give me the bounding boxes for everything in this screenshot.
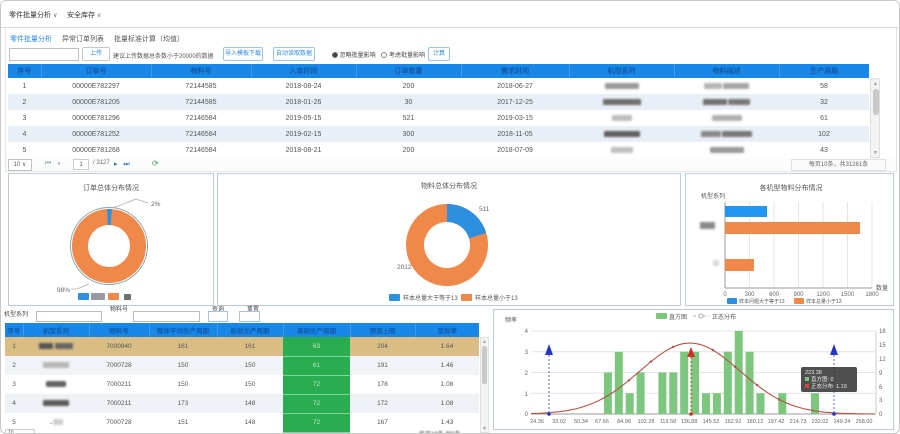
svg-text:直方图: 0: 直方图: 0 bbox=[811, 375, 834, 383]
svg-text:9: 9 bbox=[879, 371, 883, 377]
svg-text:6: 6 bbox=[879, 385, 883, 391]
svg-text:机型系列: 机型系列 bbox=[701, 192, 725, 200]
svg-text:197.42: 197.42 bbox=[768, 419, 785, 425]
svg-text:12: 12 bbox=[879, 357, 886, 363]
svg-text:2%: 2% bbox=[151, 201, 161, 208]
svg-text:102.28: 102.28 bbox=[638, 419, 655, 425]
svg-text:600: 600 bbox=[769, 292, 780, 298]
svg-text:232.02: 232.02 bbox=[812, 419, 829, 425]
svg-text:67.66: 67.66 bbox=[595, 419, 609, 425]
svg-text:2: 2 bbox=[525, 371, 529, 377]
svg-text:0: 0 bbox=[525, 412, 529, 418]
svg-text:223.38: 223.38 bbox=[805, 370, 822, 376]
svg-text:正态分布: 1.19: 正态分布: 1.19 bbox=[811, 382, 847, 390]
svg-text:145.52: 145.52 bbox=[703, 419, 720, 425]
svg-text:3: 3 bbox=[879, 398, 883, 404]
svg-text:119.58: 119.58 bbox=[660, 419, 676, 425]
svg-text:98%: 98% bbox=[57, 287, 70, 294]
svg-text:样本问题大于等于13: 样本问题大于等于13 bbox=[739, 298, 785, 305]
svg-text:正态分布: 正态分布 bbox=[712, 313, 736, 321]
svg-text:300: 300 bbox=[744, 292, 755, 298]
svg-text:162.92: 162.92 bbox=[725, 419, 742, 425]
svg-text:样本总量小于13: 样本总量小于13 bbox=[475, 294, 518, 302]
svg-text:24.36: 24.36 bbox=[530, 419, 544, 425]
svg-text:3: 3 bbox=[525, 350, 529, 356]
svg-text:物料总体分布情况: 物料总体分布情况 bbox=[421, 181, 477, 190]
svg-text:1: 1 bbox=[525, 392, 529, 398]
svg-text:258.00: 258.00 bbox=[856, 419, 873, 425]
svg-text:50.34: 50.34 bbox=[574, 419, 588, 425]
svg-text:直方图: 直方图 bbox=[669, 313, 687, 321]
svg-text:15: 15 bbox=[879, 343, 886, 349]
svg-text:136.88: 136.88 bbox=[681, 419, 698, 425]
svg-text:33.02: 33.02 bbox=[552, 419, 566, 425]
svg-text:各机型物料分布情况: 各机型物料分布情况 bbox=[760, 183, 823, 192]
svg-text:样本总量小于13: 样本总量小于13 bbox=[806, 298, 842, 305]
svg-text:900: 900 bbox=[793, 292, 804, 298]
svg-text:频率: 频率 bbox=[505, 316, 517, 324]
svg-text:样本总量大于等于13: 样本总量大于等于13 bbox=[403, 294, 458, 302]
svg-text:214.73: 214.73 bbox=[790, 419, 807, 425]
svg-text:249.34: 249.34 bbox=[834, 419, 851, 425]
svg-text:2012: 2012 bbox=[397, 264, 412, 271]
svg-text:18: 18 bbox=[879, 329, 886, 335]
svg-text:订单总体分布情况: 订单总体分布情况 bbox=[83, 183, 139, 192]
svg-text:4: 4 bbox=[525, 329, 529, 335]
svg-text:1200: 1200 bbox=[816, 292, 830, 298]
svg-text:0: 0 bbox=[879, 412, 883, 418]
svg-text:数量: 数量 bbox=[876, 284, 888, 292]
svg-text:1500: 1500 bbox=[841, 292, 855, 298]
svg-text:84.98: 84.98 bbox=[617, 419, 631, 425]
svg-text:0: 0 bbox=[723, 292, 727, 298]
svg-text:1800: 1800 bbox=[865, 292, 879, 298]
svg-text:180.12: 180.12 bbox=[747, 419, 764, 425]
svg-text:511: 511 bbox=[479, 206, 490, 213]
